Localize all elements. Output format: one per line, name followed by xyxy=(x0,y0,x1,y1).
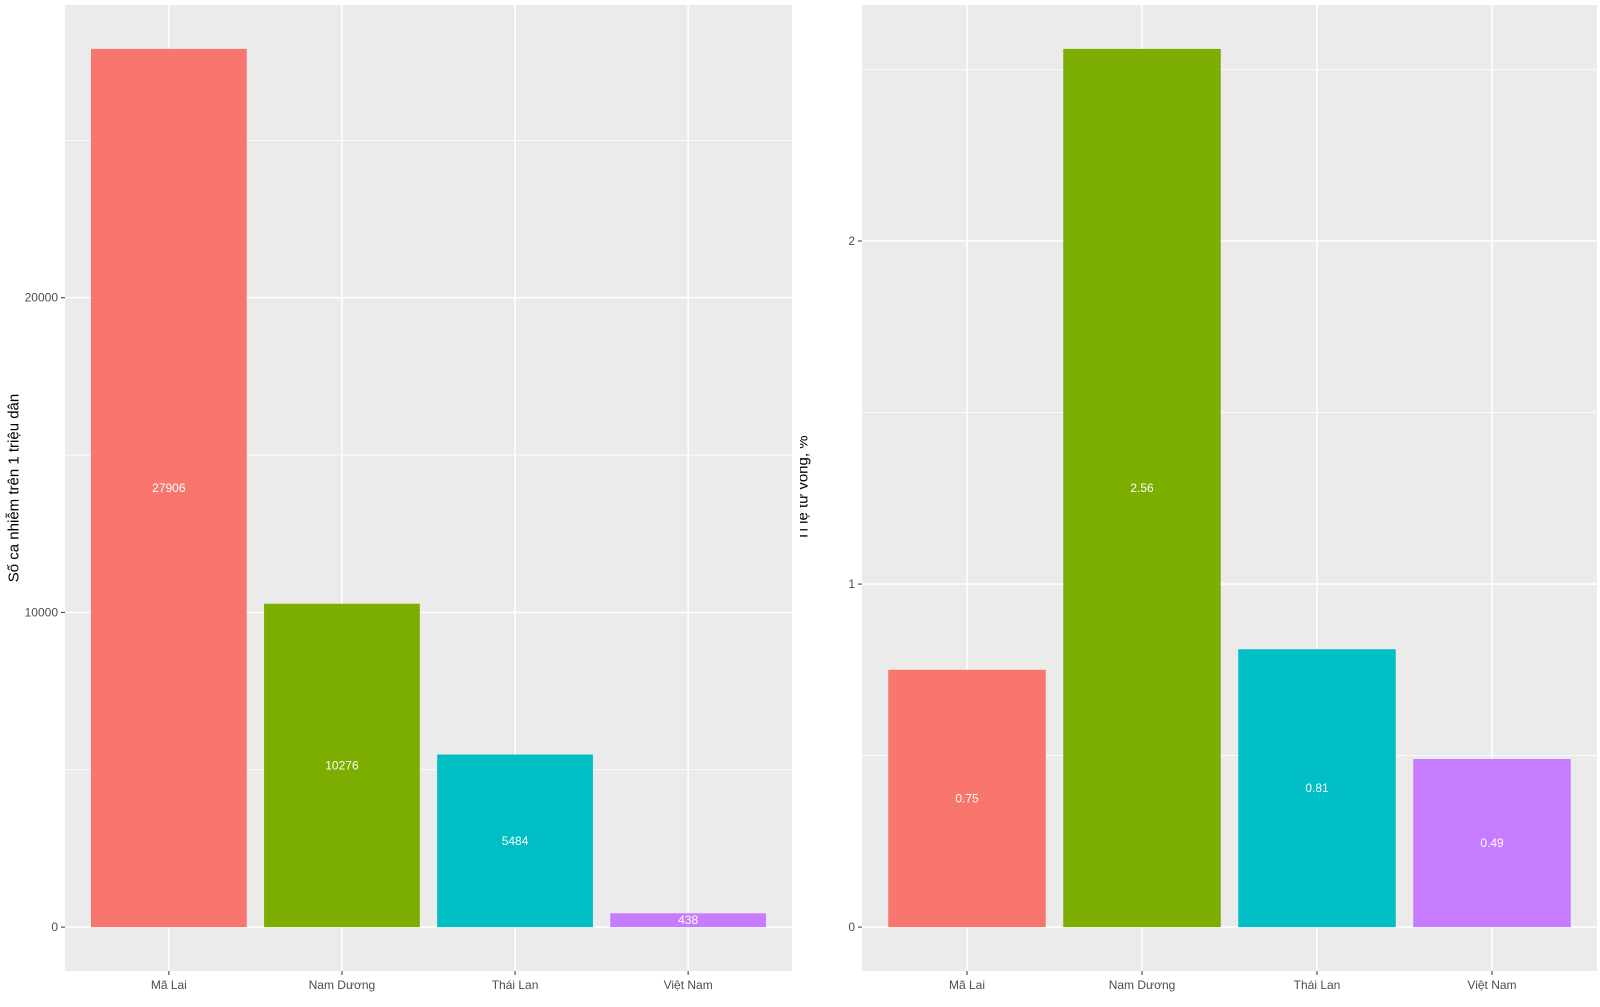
x-tick-label: Nam Dương xyxy=(1109,978,1176,992)
chart-death-rate: 0.75 2.56 0.81 0.49 0 1 2 Mã Lai Nam Dương Thái L… xyxy=(800,5,1597,992)
bar-value-label: 2.56 xyxy=(1130,481,1154,495)
bar-thai-lan xyxy=(1238,649,1396,928)
x-tick-label: Mã Lai xyxy=(949,978,985,992)
bar-value-label: 438 xyxy=(678,913,698,927)
bar-value-label: 0.81 xyxy=(1305,781,1329,795)
y-axis-title: Số ca nhiễm trên 1 triệu dân xyxy=(6,394,23,582)
x-tick-label: Mã Lai xyxy=(151,978,187,992)
y-tick-label: 1 xyxy=(848,577,855,591)
bar-nam-duong xyxy=(264,603,420,928)
bar-value-label: 0.49 xyxy=(1480,836,1504,850)
bar-thai-lan xyxy=(437,754,593,928)
bar-value-label: 5484 xyxy=(502,834,529,848)
y-tick-label: 0 xyxy=(51,920,58,934)
x-tick-label: Việt Nam xyxy=(1467,978,1516,992)
bar-value-label: 0.75 xyxy=(955,791,979,805)
x-tick-label: Việt Nam xyxy=(664,978,713,992)
bar-ma-lai xyxy=(888,669,1046,928)
bar-ma-lai xyxy=(90,48,247,928)
y-tick-label: 2 xyxy=(848,234,855,248)
bar-value-label: 27906 xyxy=(152,481,186,495)
y-axis-title: Tỉ lệ tử vong, % xyxy=(800,435,812,540)
x-tick-label: Nam Dương xyxy=(309,978,376,992)
x-tick-label: Thái Lan xyxy=(1294,978,1341,992)
y-tick-label: 20000 xyxy=(25,291,59,305)
chart-cases-per-million: 27906 10276 5484 438 0 10000 20000 Mã Lai Nam Dư… xyxy=(6,5,792,992)
y-tick-label: 0 xyxy=(848,920,855,934)
y-tick-label: 10000 xyxy=(25,605,59,619)
bar-viet-nam xyxy=(610,913,767,928)
bar-nam-duong xyxy=(1063,48,1221,928)
bar-value-label: 10276 xyxy=(325,758,359,772)
bar-viet-nam xyxy=(1413,759,1571,928)
x-tick-label: Thái Lan xyxy=(492,978,539,992)
